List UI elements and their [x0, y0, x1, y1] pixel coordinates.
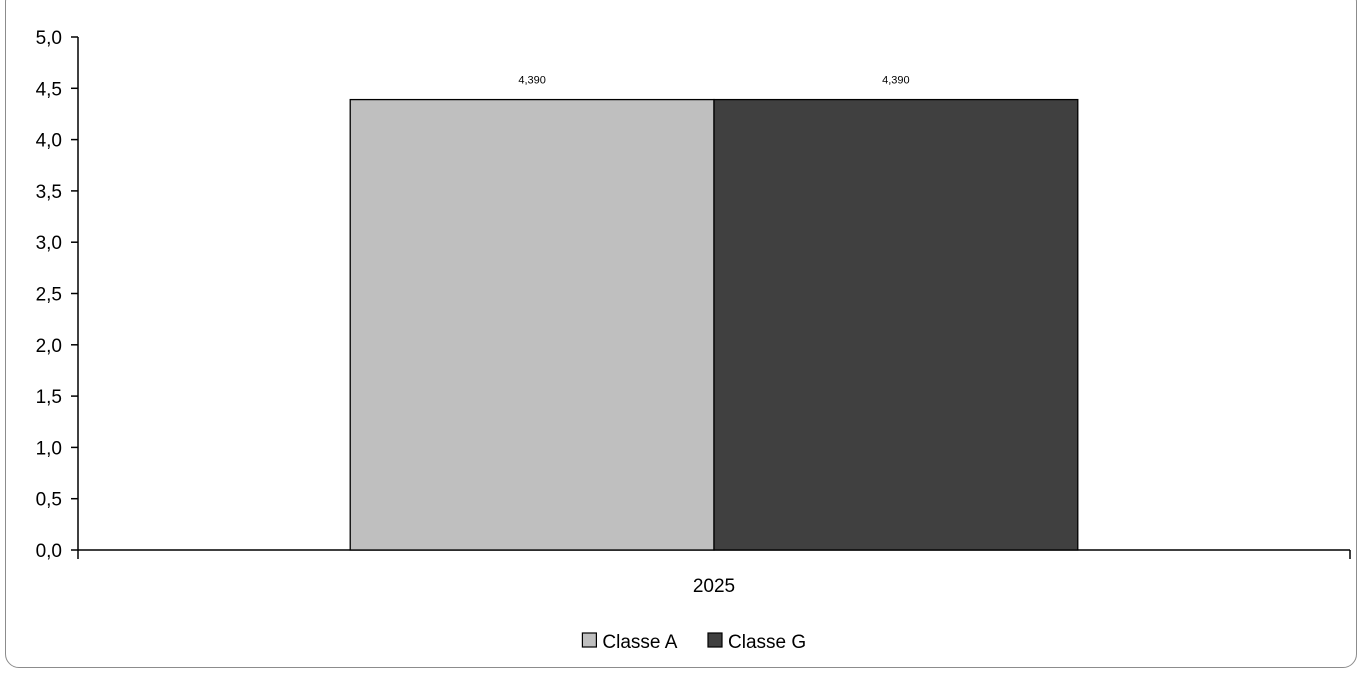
bars — [349, 98, 1079, 551]
y-axis: 0,0 0,5 1,0 1,5 2,0 2,5 3,0 3,5 4,0 4,5 5,0 — [36, 28, 79, 562]
y-tick-label: 1,5 — [36, 387, 62, 408]
legend-swatch-classe-a — [581, 632, 598, 648]
y-tick-label: 3,5 — [36, 182, 62, 203]
bar-classe-a — [349, 98, 715, 551]
y-tick-label: 0,5 — [36, 490, 62, 511]
x-axis: 2025 — [77, 549, 1351, 597]
y-tick-label: 4,5 — [36, 79, 62, 100]
y-tick-label: 2,5 — [36, 285, 62, 306]
y-tick-label: 3,0 — [36, 233, 62, 254]
legend-label: Classe A — [602, 632, 677, 653]
legend: Classe A Classe G — [581, 632, 806, 653]
data-label: 4,390 — [518, 75, 546, 87]
data-label: 4,390 — [882, 75, 910, 87]
data-labels: 4,390 4,390 — [518, 75, 909, 87]
y-tick-label: 4,0 — [36, 131, 62, 152]
y-tick-label: 1,0 — [36, 438, 62, 459]
legend-swatch-classe-g — [707, 632, 723, 648]
y-tick-label: 5,0 — [36, 28, 62, 49]
bar-classe-g — [713, 98, 1079, 551]
x-category-label: 2025 — [693, 576, 735, 597]
y-tick-label: 2,0 — [36, 336, 62, 357]
y-tick-label: 0,0 — [36, 541, 62, 562]
legend-label: Classe G — [728, 632, 806, 653]
